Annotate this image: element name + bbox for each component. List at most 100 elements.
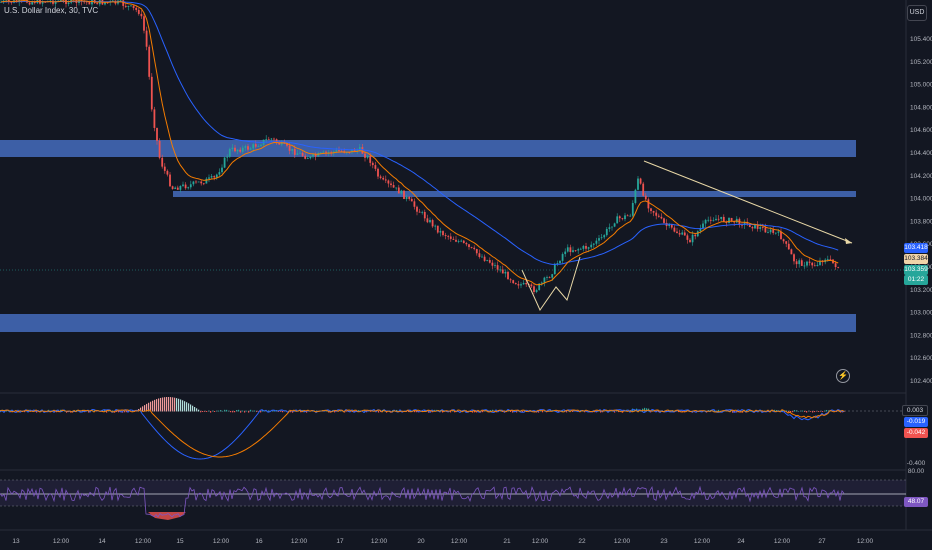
candle-body [551,274,554,278]
candle-body [213,176,216,178]
macd-bar [512,411,514,413]
candle-body [774,232,777,234]
candle-body [475,249,478,254]
candle-body [374,165,377,169]
candle-body [767,232,769,234]
candle-body [533,286,535,293]
candle-body [145,30,148,47]
candle-body [431,220,434,227]
time-tick-label: 12:00 [371,538,388,545]
candle-body [603,235,606,238]
candle-body [585,246,587,249]
candle-body [236,149,239,152]
macd-bar [346,411,348,412]
price-tick-label: 104.000 [910,196,932,203]
macd-bar [614,411,616,413]
candle-body [663,218,665,223]
macd-bar [236,409,238,412]
candle-body [717,218,720,220]
candle-body [699,228,702,232]
candle-body [483,256,486,261]
candle-body [712,220,715,222]
candle-body [364,153,366,158]
candle-body [660,216,663,219]
candle-body [150,76,153,110]
candle-body [210,176,213,178]
time-tick-label: 12:00 [694,538,711,545]
candle-body [689,239,691,243]
candle-body [244,146,247,148]
macd-bar [36,411,38,413]
macd-bar [482,411,484,413]
macd-bar [492,409,494,412]
macd-bar [204,411,206,412]
currency-button[interactable]: USD [907,5,927,21]
candle-body [140,13,143,17]
macd-bar [182,400,184,412]
candle-body [390,183,392,186]
candle-body [465,242,468,245]
swing-arrow-path [521,256,581,312]
macd-bar [414,411,416,413]
candle-body [785,241,788,244]
macd-bar [474,411,476,413]
candle-body [301,152,304,156]
lightning-icon[interactable]: ⚡ [836,369,850,383]
trendline [643,160,853,244]
candle-body [769,229,772,233]
candle-body [169,174,171,187]
macd-bar [792,411,794,413]
candle-body [319,152,322,154]
macd-bar [358,410,360,412]
candle-body [288,145,291,151]
candle-body [163,166,166,171]
candle-body [834,263,837,268]
macd-bar [104,409,106,412]
macd-bar [230,411,232,413]
price-tick-label: 104.600 [910,127,932,134]
macd-bar [522,411,524,413]
candle-body [85,1,88,3]
candle-body [137,9,140,14]
countdown-label: 01:22 [904,275,928,285]
candle-body [676,231,678,234]
candle-body [153,109,156,128]
candle-body [644,195,647,200]
macd-bar [618,411,620,413]
candle-body [348,152,351,154]
candle-body [826,259,829,260]
candle-body [135,7,138,10]
price-tick-label: 104.400 [910,150,932,157]
candle-body [0,1,2,3]
candle-body [793,254,795,262]
macd-bar [198,409,200,412]
candle-body [538,283,541,290]
candle-body [543,277,546,283]
macd-bar [366,411,368,413]
candle-body [548,277,551,278]
macd-bar [812,411,814,413]
candle-body [369,155,372,163]
macd-bar [24,411,26,413]
symbol-title[interactable]: U.S. Dollar Index, 30, TVC [4,6,99,15]
macd-bar [214,411,216,412]
candle-body [200,181,203,184]
candle-body [426,218,429,223]
macd-bar [282,411,284,413]
candle-body [462,240,465,243]
candle-body [455,239,457,242]
candle-body [413,201,416,207]
candle-body [447,236,450,237]
candle-body [265,138,268,140]
candle-body [418,211,421,213]
candle-body [247,146,249,150]
candle-body [226,156,229,158]
macd-bar [454,411,456,413]
macd-bar [106,411,108,413]
candle-body [423,211,426,219]
candle-body [325,151,327,153]
macd-bar [734,411,736,413]
macd-bar [740,411,742,412]
candle-body [553,264,556,275]
